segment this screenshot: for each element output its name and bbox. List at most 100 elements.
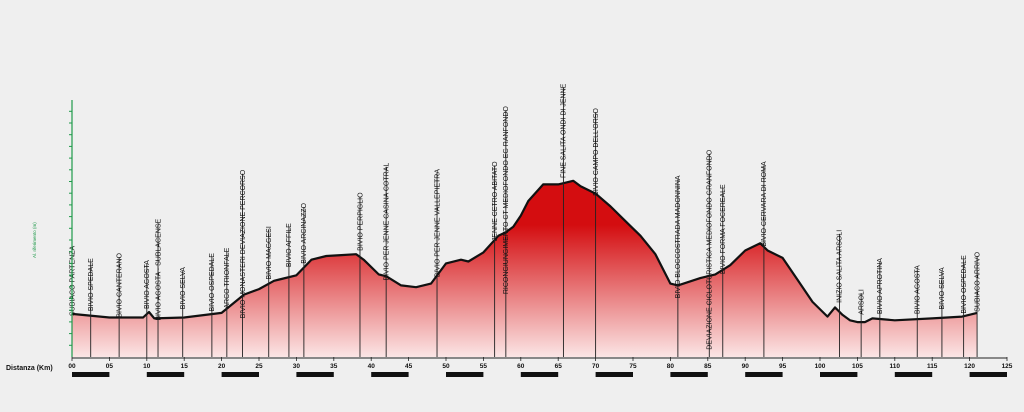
waypoint: FINE SALITA ONDI DI JENNE [561, 83, 568, 357]
waypoint-label: BIVIO MONASTERI DEVIAZIONE PERCORSO [240, 169, 247, 318]
scale-bar-segment [820, 372, 858, 377]
scale-bar-segment [72, 372, 110, 377]
x-tick-label: 60 [517, 363, 525, 370]
waypoint: BIVIO AGOSTA [144, 260, 151, 357]
waypoint: BIVIO AFFILE [286, 223, 293, 357]
waypoint: BIVIO OSPEDALE [961, 255, 968, 357]
x-tick-label: 40 [368, 363, 376, 370]
waypoint-label: BIVIO SPEDALE [88, 258, 95, 311]
waypoint: BIVIO CANTERANO [116, 252, 123, 357]
waypoint: BIVIO AGOSTA [915, 265, 922, 357]
waypoint-label: BIVIO SELVA [180, 267, 187, 309]
x-tick-label: 25 [255, 363, 263, 370]
x-tick-label: 10 [143, 363, 151, 370]
waypoint: BIVIO SPEDALE [88, 258, 95, 357]
waypoint: ARSOLI [858, 289, 865, 357]
waypoint: ARCO TRIONFALE [224, 247, 231, 357]
scale-bar-segment [371, 372, 409, 377]
scale-bar-segment [221, 372, 259, 377]
waypoint: BIVIO PER JENNE CASINA COTRAL [383, 163, 390, 357]
y-axis-label: Al. riferimento (m) [32, 222, 37, 258]
waypoint: BIVIO ARCINAZZO [301, 202, 308, 357]
x-tick-label: 65 [555, 363, 563, 370]
waypoint-label: BIVIO FORMA FOCEREALE [720, 184, 727, 274]
scale-bar-segment [520, 372, 559, 377]
waypoint-label: BIVIO PER JENNE VALLEPIETRA [434, 169, 441, 278]
waypoint: BIVIO PERPIGLIO [357, 192, 364, 357]
waypoint-label: BIVIO SELVA [939, 267, 946, 309]
waypoint: BIVIO MONASTERI DEVIAZIONE PERCORSO [240, 169, 247, 357]
waypoint-label: JENNE CETRO ABITATO [492, 161, 499, 241]
waypoint: BIVIO OSPEDALE [209, 253, 216, 357]
waypoint-label: BIVIO PERPIGLIO [357, 192, 364, 251]
waypoint-label: INIZIO SALITA ARSOLI [837, 230, 844, 303]
waypoint-label: RICONGIUNGIMENTO CT MEDIOFONDO EG RANFON… [503, 106, 510, 295]
x-tick-label: 20 [218, 363, 226, 370]
x-tick-label: 100 [815, 363, 826, 370]
x-tick-label: 00 [68, 363, 76, 370]
x-tick-label: 30 [293, 363, 301, 370]
scale-bar-segment [670, 372, 708, 377]
x-tick-label: 120 [964, 363, 975, 370]
waypoint: SUBIACO ARRIVO [974, 251, 981, 357]
waypoint-label: BIVIO AGOSTA [915, 265, 922, 314]
scale-bar-segment [146, 372, 185, 377]
x-tick-label: 55 [480, 363, 488, 370]
waypoint: BIVIO BLOCCOSTRADA MADONNINA [675, 175, 682, 357]
waypoint-label: DEVIAZIONE CICLOTURISTICA MEDIOFONDO GRA… [707, 149, 714, 349]
x-tick-label: 105 [852, 363, 863, 370]
waypoint-label: BIVIO OSPEDALE [961, 255, 968, 314]
waypoint: RICONGIUNGIMENTO CT MEDIOFONDO EG RANFON… [503, 106, 510, 357]
waypoint-label: BIVIO APROTINA [877, 258, 884, 314]
scale-bar-segment [969, 372, 1007, 377]
x-tick-label: 80 [667, 363, 675, 370]
waypoint-label: FINE SALITA ONDI DI JENNE [561, 83, 568, 178]
waypoint-label: BIVIO PER JENNE CASINA COTRAL [383, 163, 390, 281]
waypoint: BIVIO PER JENNE VALLEPIETRA [434, 169, 441, 357]
x-tick-label: 75 [629, 363, 637, 370]
x-tick-label: 05 [106, 363, 114, 370]
scale-bar-segment [595, 372, 633, 377]
x-tick-label: 125 [1002, 363, 1013, 370]
x-tick-label: 85 [704, 363, 712, 370]
waypoint-label: ARCO TRIONFALE [224, 247, 231, 308]
x-tick-label: 95 [779, 363, 787, 370]
waypoint-label: BIVIO CAMPO DELL'ORSO [593, 108, 600, 196]
waypoint: DEVIAZIONE CICLOTURISTICA MEDIOFONDO GRA… [707, 149, 714, 357]
waypoint: BIVIO SELVA [180, 267, 187, 357]
waypoint-label: BIVIO AGOSTA - SUBLACENSE [155, 219, 162, 321]
x-tick-label: 115 [927, 363, 938, 370]
x-tick-label: 50 [442, 363, 450, 370]
x-tick-label: 70 [592, 363, 600, 370]
waypoint: INIZIO SALITA ARSOLI [837, 230, 844, 357]
waypoint: BIVIO CAMPO DELL'ORSO [593, 108, 600, 357]
elevation-outline [71, 179, 978, 324]
waypoint-label: BIVIO OSPEDALE [209, 253, 216, 312]
waypoint: BIVIO AGOSTA - SUBLACENSE [155, 219, 162, 357]
waypoint-label: BIVIO ARCINAZZO [301, 202, 308, 263]
scale-bar-segment [894, 372, 933, 377]
waypoint-label: BIVIO CERVARA DI ROMA [761, 161, 768, 247]
waypoint-label: BIVIO BLOCCOSTRADA MADONNINA [675, 175, 682, 298]
waypoint: BIVIO SELVA [939, 267, 946, 357]
x-tick-label: 15 [181, 363, 189, 370]
x-tick-label: 110 [890, 363, 901, 370]
waypoint: BIVIO FORMA FOCEREALE [720, 184, 727, 357]
waypoint: BIVIO MAGGESI [266, 226, 273, 357]
waypoint: BIVIO CERVARA DI ROMA [761, 161, 768, 357]
scale-bar-segment [446, 372, 484, 377]
waypoint-label: BIVIO AGOSTA [144, 260, 151, 309]
waypoint: JENNE CETRO ABITATO [492, 161, 499, 357]
waypoint-label: BIVIO MAGGESI [266, 226, 273, 279]
x-axis-label: Distanza (Km) [6, 365, 53, 372]
waypoint-label: SUBIACO PARTENZA [69, 246, 76, 316]
x-tick-label: 45 [405, 363, 413, 370]
elevation-area [72, 180, 978, 357]
x-tick-label: 90 [742, 363, 750, 370]
waypoint-label: BIVIO CANTERANO [116, 252, 123, 317]
waypoint-label: BIVIO AFFILE [286, 223, 293, 267]
scale-bar-segment [296, 372, 334, 377]
scale-bar-segment [745, 372, 783, 377]
waypoint-label: SUBIACO ARRIVO [974, 251, 981, 311]
